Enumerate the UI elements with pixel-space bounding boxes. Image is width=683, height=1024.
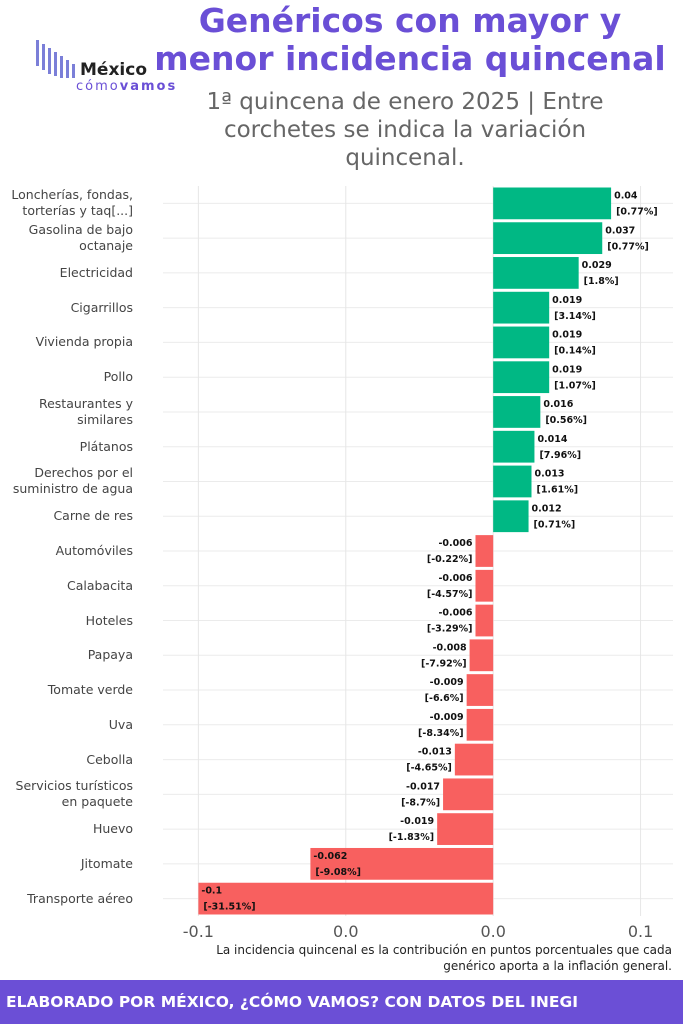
bar	[466, 674, 494, 706]
variation-label: [-3.29%]	[427, 624, 473, 635]
chart-title: Genéricos con mayor y menor incidencia q…	[154, 1, 666, 78]
value-label: 0.037	[605, 225, 635, 236]
value-label: 0.012	[532, 503, 562, 514]
x-tick-label: 0.0	[480, 922, 505, 941]
bar	[466, 708, 494, 741]
bar	[437, 813, 494, 845]
bar	[198, 882, 494, 915]
value-label: 0.04	[614, 191, 638, 202]
variation-label: [3.14%]	[554, 311, 596, 322]
variation-label: [1.8%]	[584, 276, 619, 287]
variation-label: [-4.65%]	[406, 763, 452, 774]
bar	[310, 847, 494, 880]
variation-label: [0.77%]	[607, 241, 649, 252]
value-label: -0.013	[418, 747, 452, 758]
y-tick-label: Transporte aéreo	[27, 890, 133, 906]
variation-label: [-7.92%]	[421, 658, 467, 669]
bar	[454, 743, 494, 776]
variation-label: [0.14%]	[554, 346, 596, 357]
value-label: -0.006	[438, 573, 472, 584]
y-tick-label: Calabacita	[66, 577, 133, 593]
y-tick-label: Servicios turísticos en paquete	[15, 778, 133, 810]
value-label: -0.1	[201, 886, 222, 897]
variation-label: [0.71%]	[534, 519, 576, 530]
logo-tagline: cómovamos	[76, 79, 177, 94]
value-label: 0.029	[582, 260, 612, 271]
y-tick-label: Pollo	[103, 369, 133, 385]
x-tick-label: 0.1	[628, 922, 653, 941]
bar	[493, 430, 535, 463]
chart-note: La incidencia quincenal es la contribuci…	[216, 943, 672, 973]
variation-label: [-1.83%]	[389, 832, 435, 843]
variation-label: [0.56%]	[545, 415, 587, 426]
value-label: -0.062	[313, 851, 347, 862]
value-label: 0.014	[537, 434, 567, 445]
bar	[493, 500, 529, 533]
y-tick-label: Huevo	[92, 821, 133, 837]
value-label: -0.008	[433, 642, 467, 653]
y-tick-label: Hoteles	[85, 612, 133, 628]
y-tick-label: Cigarrillos	[70, 299, 133, 315]
variation-label: [-31.51%]	[203, 902, 255, 913]
logo-icon	[36, 40, 75, 78]
value-label: 0.019	[552, 330, 582, 341]
y-tick-label: Restaurantes y similares	[38, 395, 133, 427]
variation-label: [1.07%]	[554, 380, 596, 391]
y-tick-label: Derechos por el suministro de agua	[12, 465, 133, 497]
logo-tag2: vamos	[119, 79, 178, 94]
x-tick-label: -0.1	[183, 922, 214, 941]
bar	[493, 361, 550, 394]
logo-tag1: cómo	[76, 79, 120, 94]
value-label: -0.009	[430, 712, 464, 723]
value-label: -0.009	[430, 677, 464, 688]
variation-label: [-8.7%]	[401, 797, 440, 808]
chart: -0.1 0.0 0.0 0.1 0.04 [0.77%] 0.037 [0.77%] 0.02…	[163, 186, 673, 941]
y-tick-label: Automóviles	[55, 543, 133, 558]
y-tick-label: Papaya	[87, 647, 133, 663]
bar	[443, 778, 494, 811]
variation-label: [7.96%]	[539, 450, 581, 461]
bar	[493, 291, 550, 324]
bar	[493, 187, 612, 220]
bar	[493, 396, 541, 428]
bar	[493, 465, 532, 498]
y-tick-label: Vivienda propia	[35, 334, 133, 350]
y-tick-label: Jitomate	[80, 855, 133, 871]
value-label: -0.006	[438, 608, 472, 619]
variation-label: [-0.22%]	[427, 554, 473, 565]
y-tick-label: Uva	[108, 716, 133, 732]
bar	[469, 639, 494, 672]
y-tick-label: Plátanos	[79, 438, 133, 454]
variation-label: [-9.08%]	[315, 867, 361, 878]
footer: ELABORADO POR MÉXICO, ¿CÓMO VAMOS? CON D…	[0, 980, 683, 1024]
x-tick-label: 0.0	[333, 922, 358, 941]
bar	[475, 569, 494, 602]
y-tick-label: Loncherías, fondas, torterías y taq[...]	[11, 187, 133, 219]
value-label: -0.006	[438, 538, 472, 549]
value-label: 0.019	[552, 364, 582, 375]
logo-name: México	[80, 60, 147, 80]
variation-label: [-6.6%]	[425, 693, 464, 704]
y-tick-label: Carne de res	[53, 508, 133, 524]
y-tick-label: Electricidad	[59, 264, 133, 280]
chart-subtitle: 1ª quincena de enero 2025 | Entre corche…	[206, 89, 604, 171]
bar	[475, 604, 494, 637]
bar	[493, 257, 579, 289]
bar	[493, 326, 550, 359]
value-label: 0.013	[534, 469, 564, 480]
variation-label: [-8.34%]	[418, 728, 464, 739]
variation-label: [-4.57%]	[427, 589, 473, 600]
variation-label: [0.77%]	[616, 207, 658, 218]
y-tick-label: Tomate verde	[47, 682, 133, 698]
bar	[475, 535, 494, 567]
y-tick-label: Cebolla	[86, 751, 133, 767]
bar	[493, 222, 603, 255]
value-label: 0.016	[543, 399, 573, 410]
y-tick-label: Gasolina de bajo octanaje	[28, 222, 133, 254]
value-label: -0.017	[406, 781, 440, 792]
value-label: 0.019	[552, 295, 582, 306]
variation-label: [1.61%]	[536, 485, 578, 496]
value-label: -0.019	[400, 816, 434, 827]
